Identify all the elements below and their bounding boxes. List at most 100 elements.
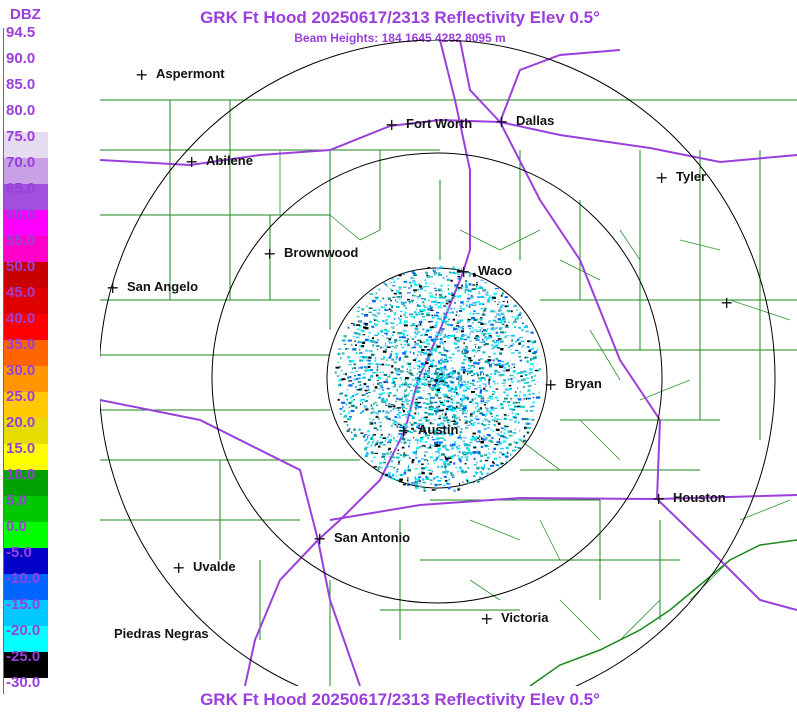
- echo-pixel: [480, 279, 484, 281]
- echo-pixel: [523, 382, 528, 384]
- echo-pixel: [468, 357, 472, 360]
- echo-pixel: [353, 323, 356, 326]
- echo-pixel: [393, 407, 397, 410]
- echo-pixel: [428, 385, 431, 387]
- echo-pixel: [426, 339, 429, 342]
- echo-pixel: [401, 438, 406, 441]
- echo-pixel: [483, 464, 486, 467]
- echo-pixel: [460, 383, 463, 386]
- scale-swatch: [4, 106, 48, 132]
- echo-pixel: [434, 410, 437, 413]
- scale-tick-label: 60.0: [6, 206, 36, 223]
- echo-pixel: [445, 459, 449, 462]
- echo-pixel: [484, 307, 487, 310]
- echo-pixel: [480, 440, 484, 444]
- echo-pixel: [445, 295, 447, 298]
- echo-pixel: [450, 387, 454, 390]
- echo-pixel: [509, 374, 514, 377]
- scale-swatch: [4, 626, 48, 652]
- echo-pixel: [466, 448, 470, 451]
- echo-pixel: [427, 355, 431, 357]
- echo-pixel: [412, 272, 416, 275]
- echo-pixel: [427, 353, 432, 356]
- echo-pixel: [420, 334, 423, 337]
- echo-pixel: [396, 369, 400, 373]
- echo-pixel: [379, 371, 381, 373]
- echo-pixel: [451, 373, 454, 376]
- echo-pixel: [404, 389, 407, 392]
- echo-pixel: [487, 332, 492, 335]
- echo-pixel: [354, 340, 356, 342]
- echo-pixel: [512, 342, 514, 346]
- echo-pixel: [495, 428, 500, 431]
- echo-pixel: [437, 387, 441, 390]
- echo-pixel: [448, 432, 451, 435]
- echo-pixel: [488, 439, 493, 442]
- echo-pixel: [381, 387, 384, 389]
- echo-pixel: [527, 385, 531, 388]
- echo-pixel: [346, 389, 349, 391]
- echo-pixel: [488, 395, 492, 398]
- echo-pixel: [355, 336, 357, 339]
- scale-tick-label: -15.0: [6, 596, 41, 613]
- echo-pixel: [439, 333, 442, 336]
- echo-pixel: [376, 404, 378, 407]
- echo-pixel: [459, 460, 462, 463]
- echo-pixel: [445, 320, 449, 322]
- echo-pixel: [410, 373, 413, 376]
- echo-pixel: [419, 294, 421, 297]
- echo-pixel: [474, 397, 476, 400]
- echo-pixel: [341, 401, 346, 404]
- echo-pixel: [354, 367, 356, 370]
- echo-pixel: [425, 433, 428, 437]
- echo-pixel: [417, 441, 419, 444]
- echo-pixel: [367, 430, 370, 433]
- echo-pixel: [475, 351, 478, 354]
- echo-pixel: [533, 351, 538, 353]
- echo-pixel: [458, 383, 460, 386]
- echo-pixel: [358, 381, 362, 383]
- echo-pixel: [435, 377, 440, 380]
- echo-pixel: [502, 453, 504, 455]
- echo-pixel: [496, 445, 500, 447]
- echo-pixel: [444, 413, 447, 416]
- echo-pixel: [493, 372, 497, 375]
- echo-pixel: [510, 334, 515, 337]
- echo-pixel: [462, 368, 466, 371]
- echo-pixel: [382, 320, 387, 322]
- echo-pixel: [501, 361, 504, 363]
- echo-pixel: [427, 460, 429, 462]
- echo-pixel: [424, 416, 428, 419]
- echo-pixel: [491, 419, 496, 421]
- echo-pixel: [411, 271, 414, 273]
- echo-pixel: [451, 476, 455, 478]
- echo-pixel: [343, 415, 345, 418]
- echo-pixel: [412, 429, 417, 432]
- echo-pixel: [425, 398, 429, 400]
- echo-pixel: [404, 395, 406, 398]
- echo-pixel: [435, 323, 438, 326]
- echo-pixel: [519, 390, 521, 393]
- echo-pixel: [396, 468, 399, 470]
- echo-pixel: [479, 385, 481, 387]
- echo-pixel: [350, 344, 353, 346]
- echo-pixel: [446, 461, 448, 463]
- echo-pixel: [458, 314, 460, 317]
- echo-pixel: [443, 312, 446, 315]
- echo-pixel: [464, 416, 468, 418]
- echo-pixel: [462, 308, 465, 311]
- echo-pixel: [386, 315, 391, 318]
- echo-pixel: [492, 452, 496, 454]
- echo-pixel: [494, 369, 498, 373]
- echo-pixel: [433, 379, 436, 381]
- echo-pixel: [461, 397, 466, 401]
- echo-pixel: [495, 321, 500, 323]
- echo-pixel: [396, 397, 399, 400]
- echo-pixel: [348, 364, 352, 366]
- echo-pixel: [353, 434, 358, 438]
- echo-pixel: [485, 402, 489, 404]
- echo-pixel: [511, 352, 515, 354]
- echo-pixel: [495, 414, 499, 417]
- echo-pixel: [460, 398, 463, 401]
- echo-pixel: [439, 459, 444, 461]
